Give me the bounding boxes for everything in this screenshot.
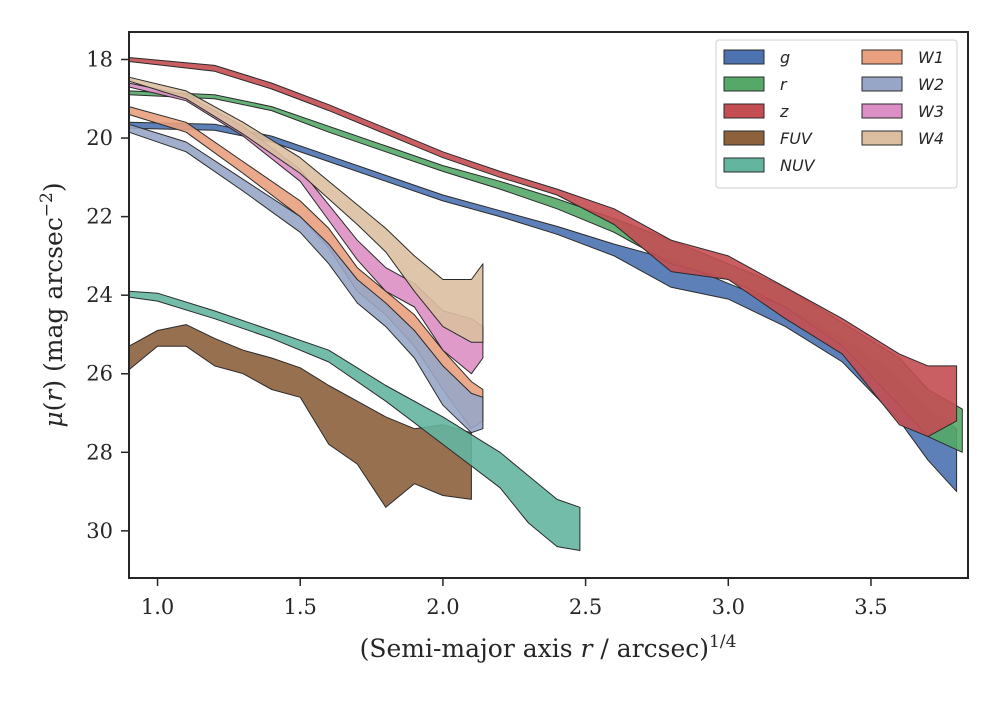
plot-frame	[128, 31, 969, 579]
x-tick-label: 1.0	[141, 595, 174, 619]
band-g	[128, 121, 958, 493]
legend-swatch-w1	[861, 49, 903, 65]
x-tick-label: 3.5	[854, 595, 887, 619]
legend-entries: grz FUV NUV W1 W2 W3 W4	[723, 48, 944, 175]
band-r	[128, 90, 963, 453]
y-tick-label: 26	[86, 362, 113, 386]
x-axis-label: (Semi-major axis r / arcsec)1/4	[360, 632, 737, 663]
x-tick-label: 2.0	[426, 595, 459, 619]
y-tick-label: 20	[86, 126, 113, 150]
band-nuv	[128, 290, 581, 551]
y-tick-label: 28	[86, 440, 113, 464]
band-w4	[128, 76, 484, 343]
x-tick-label: 1.5	[284, 595, 317, 619]
band-z	[128, 57, 958, 438]
x-tick-label: 3.0	[712, 595, 745, 619]
legend-swatch-w4	[861, 130, 903, 146]
legend-label-r: r	[780, 75, 788, 94]
legend-swatch-fuv	[723, 130, 765, 146]
legend-label-w4: W4	[918, 129, 944, 148]
legend-swatch-r	[723, 76, 765, 92]
y-tick-label: 18	[86, 47, 113, 71]
band-w2	[128, 123, 484, 434]
legend: grz FUV NUV W1 W2 W3 W4	[715, 39, 958, 189]
y-tick-label: 22	[86, 205, 113, 229]
band-fuv	[128, 324, 472, 508]
legend-swatch-w3	[861, 103, 903, 119]
legend-swatch-w2	[861, 76, 903, 92]
legend-swatch-nuv	[723, 157, 765, 173]
y-tick-label: 30	[86, 519, 113, 543]
legend-label-w1: W1	[918, 48, 944, 67]
legend-swatch-g	[723, 49, 765, 65]
legend-swatch-z	[723, 103, 765, 119]
legend-label-z: z	[779, 102, 789, 121]
legend-label-g: g	[780, 48, 790, 67]
legend-label-w3: W3	[918, 102, 944, 121]
y-tick-label: 24	[86, 283, 113, 307]
series-bands	[128, 57, 963, 551]
band-w3	[128, 82, 484, 375]
legend-label-nuv: NUV	[780, 156, 816, 175]
x-tick-label: 2.5	[569, 595, 602, 619]
legend-label-w2: W2	[918, 75, 944, 94]
y-axis-label: μ(r) (mag arcsec−2)	[37, 182, 68, 427]
x-axis-ticks: 1.0 1.5 2.0 2.5 3.0 3.5	[141, 578, 888, 619]
legend-label-fuv: FUV	[780, 129, 813, 148]
y-axis-ticks: 18 20 22 24 26 28 30	[86, 47, 129, 543]
